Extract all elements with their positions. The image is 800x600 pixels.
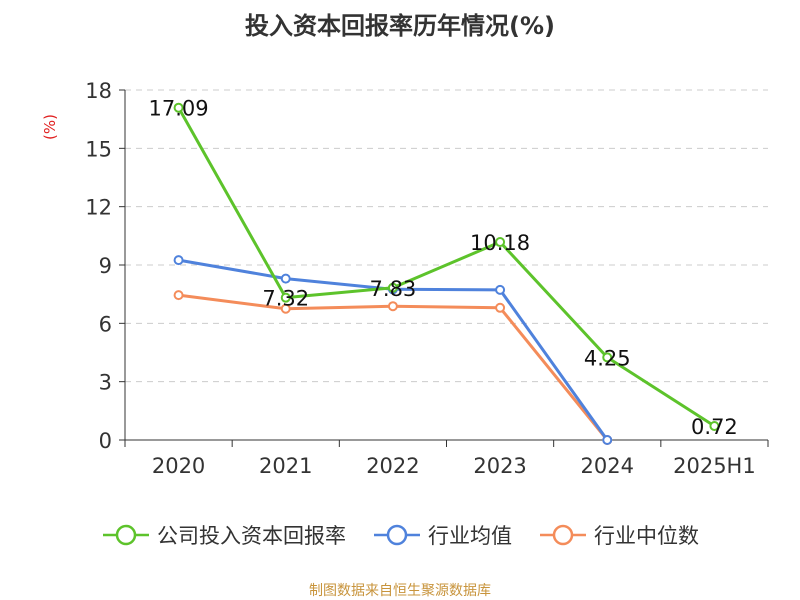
data-point-0 [173, 102, 184, 113]
data-point-0 [602, 352, 613, 363]
legend-swatch-icon [374, 524, 420, 546]
data-label: 0.72 [691, 415, 738, 439]
x-tick-label: 2021 [259, 454, 312, 478]
x-tick-label: 2024 [581, 454, 634, 478]
legend-item-1[interactable]: 行业均值 [372, 520, 512, 550]
data-point-2 [387, 301, 398, 312]
x-tick-label: 2022 [366, 454, 419, 478]
y-tick-label: 0 [99, 429, 112, 453]
data-point-2 [173, 290, 184, 301]
legend-item-2[interactable]: 行业中位数 [538, 520, 699, 550]
legend-label: 公司投入资本回报率 [157, 524, 346, 548]
chart-plot-area: 0 3 6 9 12 15 18 2020 2021 2022 2023 2024 2025H1 17.0… [85, 79, 769, 478]
legend-label: 行业均值 [428, 524, 512, 548]
data-label: 10.18 [470, 231, 530, 255]
y-tick-label: 12 [85, 196, 112, 220]
data-point-1 [602, 435, 613, 445]
data-point-0 [280, 292, 291, 303]
series-line-0 [177, 106, 716, 428]
data-point-0 [495, 237, 506, 248]
data-point-0 [709, 421, 720, 431]
y-tick-label: 18 [85, 79, 112, 103]
series-line-2 [178, 293, 609, 441]
legend-label: 行业中位数 [594, 524, 699, 548]
data-label: 4.25 [584, 346, 631, 370]
data-label: 17.09 [149, 97, 209, 121]
legend-item-0[interactable]: 公司投入资本回报率 [101, 520, 346, 550]
data-point-1 [280, 273, 291, 284]
y-tick-label: 3 [99, 371, 112, 395]
data-point-2 [280, 303, 291, 314]
data-label: 7.83 [370, 277, 417, 301]
x-tick-label: 2025H1 [673, 454, 756, 478]
x-tick-label: 2020 [152, 454, 205, 478]
data-label: 7.32 [262, 287, 309, 311]
y-tick-label: 9 [99, 254, 112, 278]
y-tick-label: 6 [99, 312, 112, 336]
x-tick-label: 2023 [473, 454, 526, 478]
chart-legend: 公司投入资本回报率 行业均值 行业中位数 [0, 520, 800, 550]
data-point-1 [495, 284, 506, 295]
chart-title: 投入资本回报率历年情况(%) [245, 12, 555, 40]
y-tick-label: 15 [85, 137, 112, 161]
legend-swatch-icon [103, 524, 149, 546]
source-note: 制图数据来自恒生聚源数据库 [309, 583, 491, 599]
data-point-2 [495, 302, 506, 313]
data-point-0 [387, 282, 398, 293]
data-point-1 [173, 255, 184, 266]
legend-swatch-icon [540, 524, 586, 546]
